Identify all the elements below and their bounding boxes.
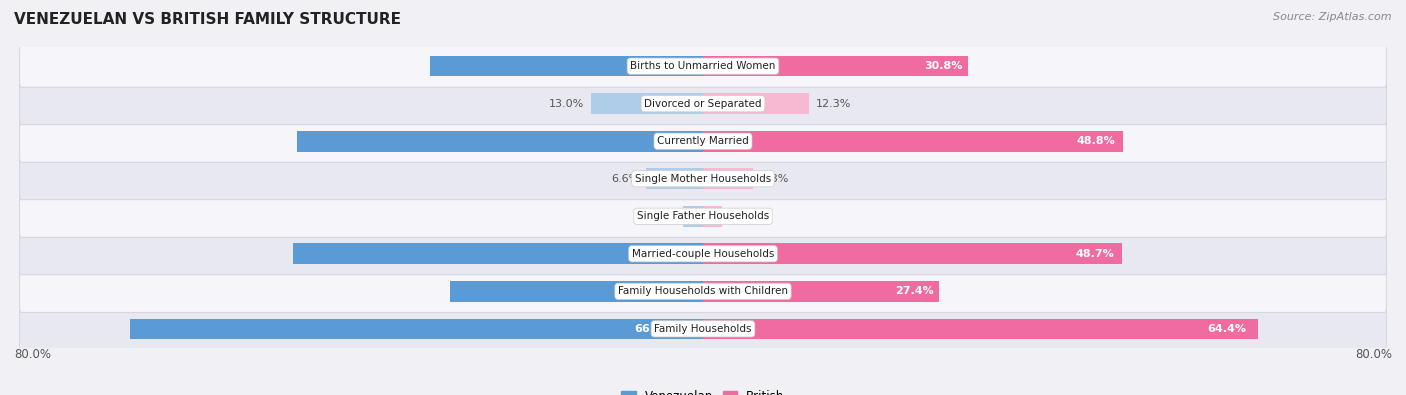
- Text: Married-couple Households: Married-couple Households: [631, 249, 775, 259]
- Text: 47.6%: 47.6%: [654, 249, 693, 259]
- FancyBboxPatch shape: [20, 233, 1386, 275]
- FancyBboxPatch shape: [20, 270, 1386, 312]
- FancyBboxPatch shape: [20, 158, 1386, 200]
- Text: Family Households with Children: Family Households with Children: [619, 286, 787, 296]
- Text: 5.8%: 5.8%: [759, 174, 789, 184]
- Text: 12.3%: 12.3%: [815, 99, 851, 109]
- Text: 47.1%: 47.1%: [654, 136, 693, 146]
- FancyBboxPatch shape: [20, 195, 1386, 237]
- Text: 80.0%: 80.0%: [1355, 348, 1392, 361]
- Text: Single Father Households: Single Father Households: [637, 211, 769, 221]
- Text: 29.4%: 29.4%: [672, 286, 711, 296]
- Text: 80.0%: 80.0%: [14, 348, 51, 361]
- Text: 13.0%: 13.0%: [548, 99, 583, 109]
- Text: 66.5%: 66.5%: [634, 324, 673, 334]
- FancyBboxPatch shape: [20, 120, 1386, 162]
- Bar: [683, 206, 703, 227]
- Bar: [703, 131, 1123, 152]
- Text: 31.7%: 31.7%: [671, 61, 709, 71]
- Bar: [703, 243, 1122, 264]
- Text: 2.3%: 2.3%: [648, 211, 676, 221]
- Text: Single Mother Households: Single Mother Households: [636, 174, 770, 184]
- Text: Divorced or Separated: Divorced or Separated: [644, 99, 762, 109]
- Text: Source: ZipAtlas.com: Source: ZipAtlas.com: [1274, 12, 1392, 22]
- FancyBboxPatch shape: [20, 308, 1386, 350]
- Text: Births to Unmarried Women: Births to Unmarried Women: [630, 61, 776, 71]
- Bar: [703, 206, 721, 227]
- Bar: [703, 318, 1257, 339]
- Bar: [591, 93, 703, 114]
- Bar: [292, 243, 703, 264]
- Bar: [703, 56, 969, 77]
- Text: 2.2%: 2.2%: [728, 211, 758, 221]
- FancyBboxPatch shape: [20, 83, 1386, 125]
- Bar: [430, 56, 703, 77]
- Text: 48.7%: 48.7%: [1076, 249, 1114, 259]
- Text: Currently Married: Currently Married: [657, 136, 749, 146]
- Bar: [450, 281, 703, 302]
- FancyBboxPatch shape: [20, 45, 1386, 87]
- Bar: [131, 318, 703, 339]
- Text: VENEZUELAN VS BRITISH FAMILY STRUCTURE: VENEZUELAN VS BRITISH FAMILY STRUCTURE: [14, 12, 401, 27]
- Bar: [647, 168, 703, 189]
- Text: 6.6%: 6.6%: [612, 174, 640, 184]
- Bar: [298, 131, 703, 152]
- Bar: [703, 93, 808, 114]
- Bar: [703, 168, 754, 189]
- Text: Family Households: Family Households: [654, 324, 752, 334]
- Text: 27.4%: 27.4%: [896, 286, 934, 296]
- Text: 64.4%: 64.4%: [1208, 324, 1247, 334]
- Bar: [703, 281, 939, 302]
- Text: 30.8%: 30.8%: [925, 61, 963, 71]
- Legend: Venezuelan, British: Venezuelan, British: [617, 385, 789, 395]
- Text: 48.8%: 48.8%: [1076, 136, 1115, 146]
